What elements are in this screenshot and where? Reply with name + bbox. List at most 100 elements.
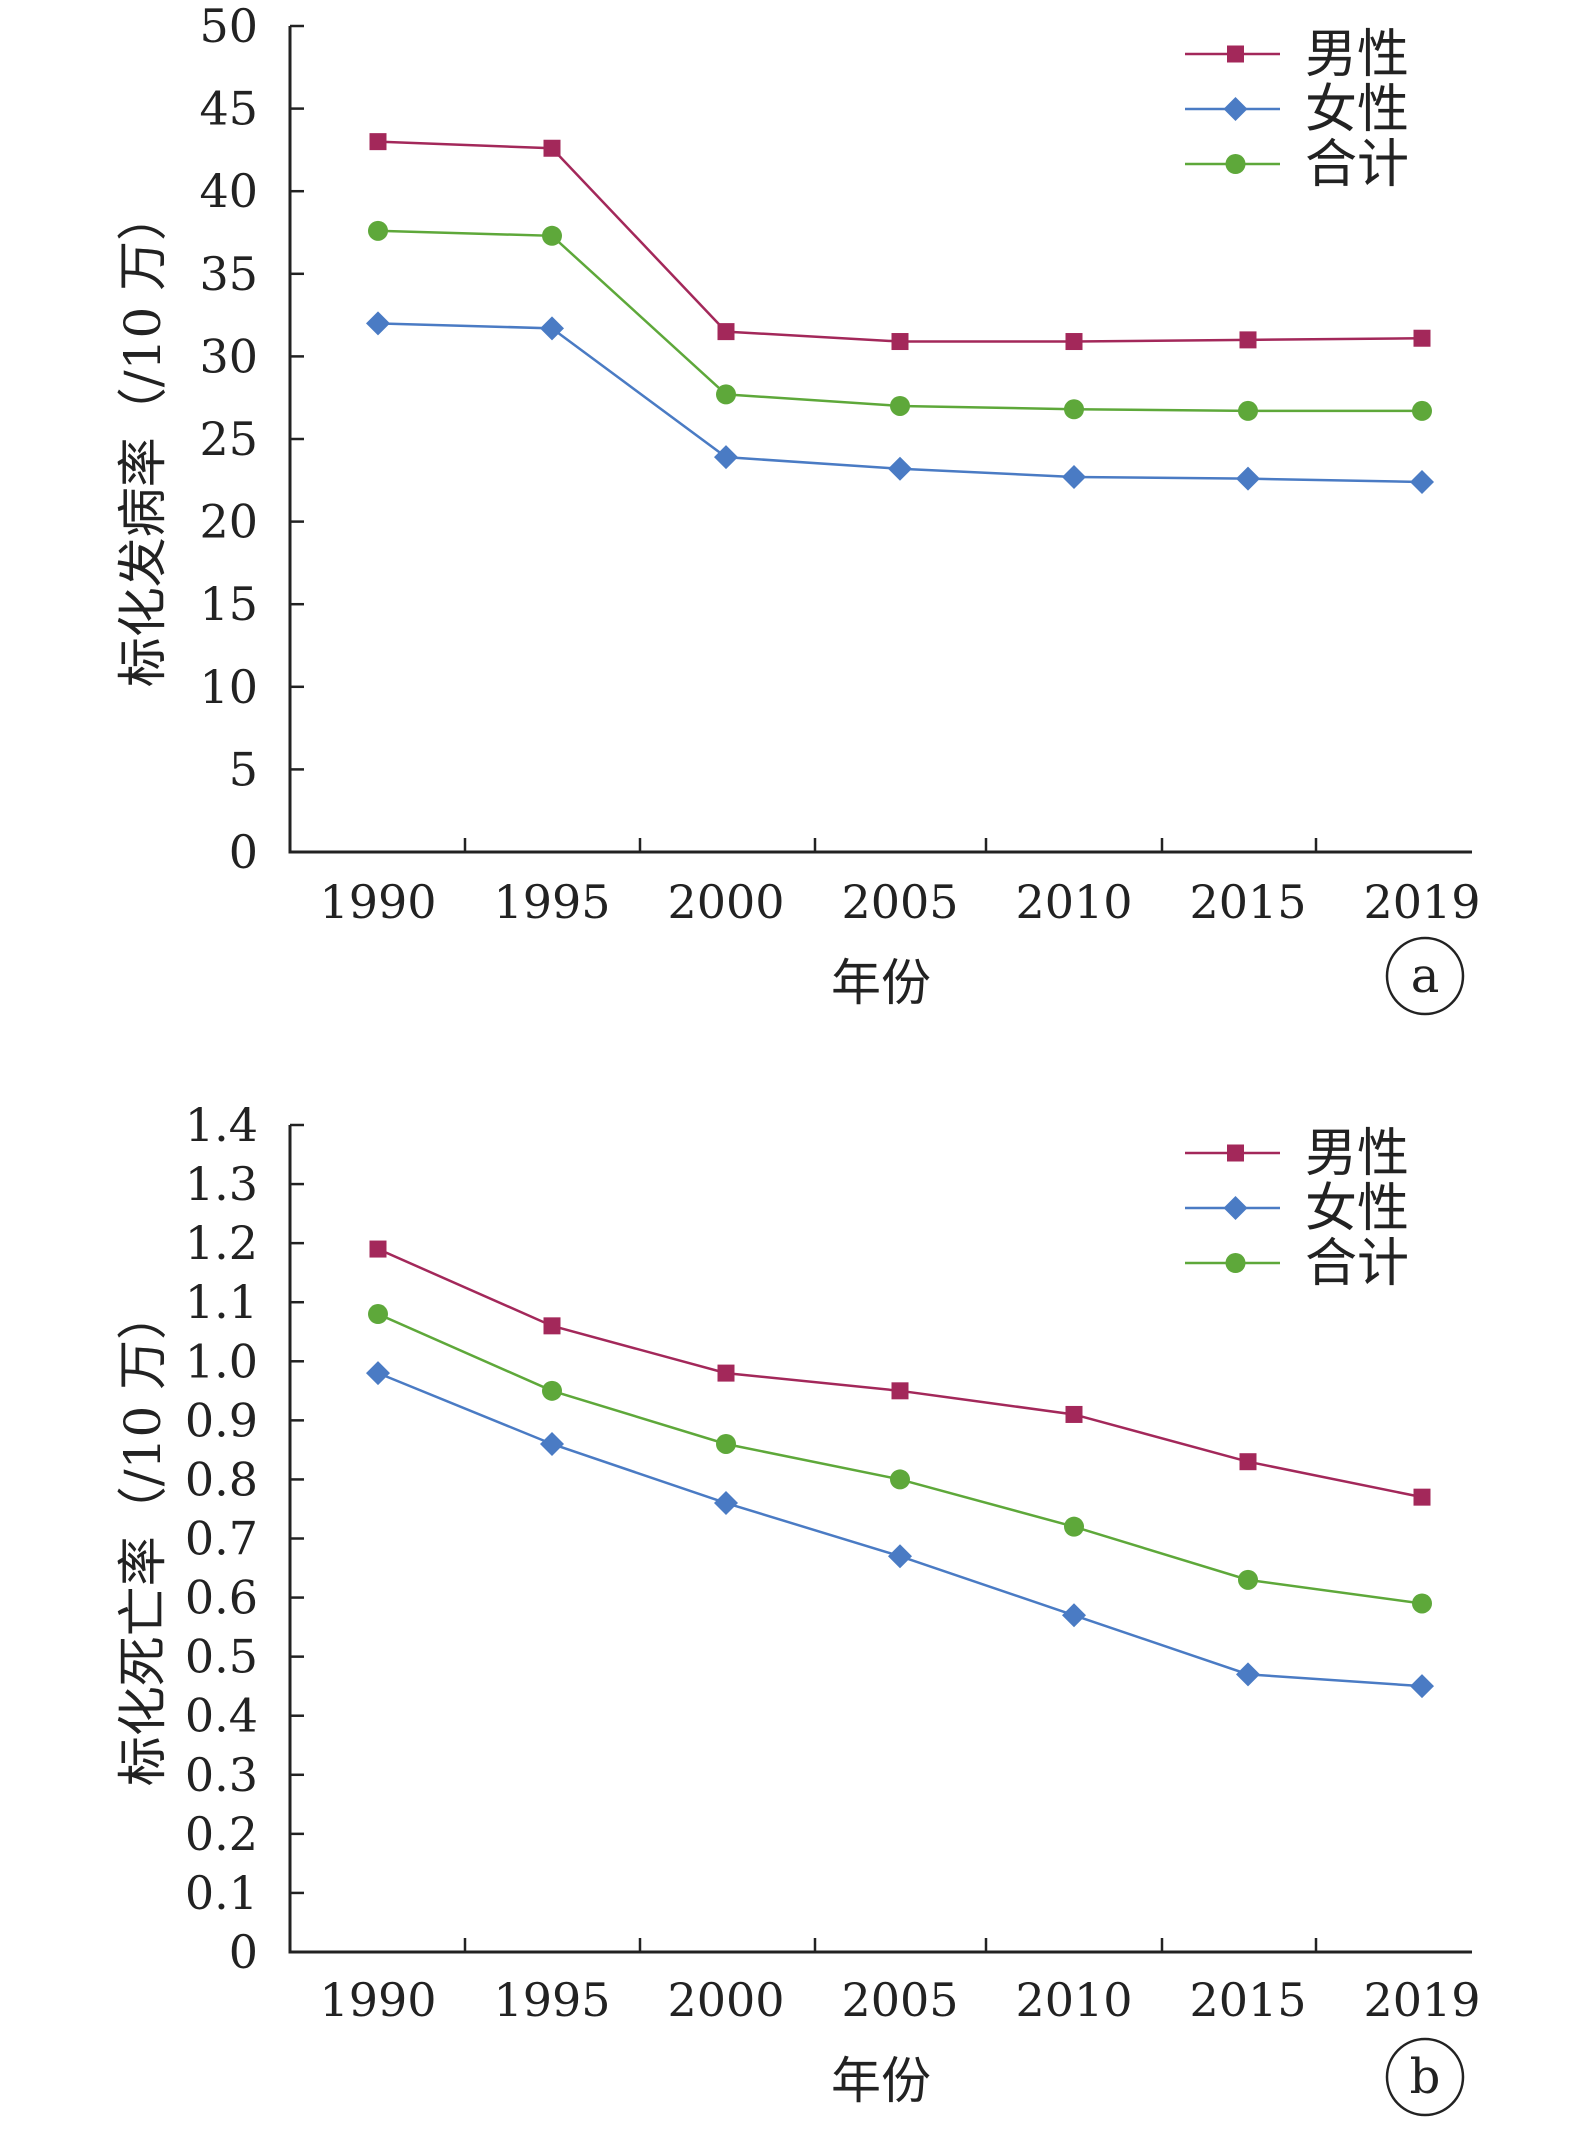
y-tick-label: 15 <box>199 577 258 631</box>
data-point-male <box>717 323 735 341</box>
series-total <box>368 1304 1432 1614</box>
data-point-male <box>1065 1405 1083 1423</box>
panel-badge <box>1385 936 1465 1016</box>
data-point-male <box>717 1364 735 1382</box>
data-point-female <box>1410 469 1434 494</box>
panel-badge-label: a <box>1411 948 1440 1004</box>
series-line-male <box>377 1247 1423 1499</box>
data-point-male <box>1065 333 1083 351</box>
x-tick-label: 1995 <box>493 875 610 929</box>
series-female <box>366 311 1434 494</box>
y-tick-label: 1.0 <box>185 1334 258 1388</box>
data-point-male <box>369 1240 387 1258</box>
x-tick-label: 2019 <box>1363 875 1480 929</box>
x-tick-label: 1990 <box>319 1973 436 2027</box>
chart-panel-a: 0 5 10 15 20 25 30 35 40 45 50 1990 1995 2000 2005 2010… <box>114 0 1481 1016</box>
legend-marker-total <box>1225 154 1246 174</box>
data-point-male <box>369 133 387 151</box>
x-tick-label: 2000 <box>667 875 784 929</box>
y-tick-label: 1.4 <box>185 1098 258 1152</box>
y-tick-label: 0 <box>229 1925 258 1979</box>
y-tick-label: 0.3 <box>185 1748 258 1802</box>
y-tick-label: 0 <box>229 825 258 879</box>
series-total <box>368 220 1432 421</box>
legend-marker-total <box>1225 1253 1246 1273</box>
data-point-female <box>714 445 738 470</box>
x-tick-label: 1990 <box>319 875 436 929</box>
y-tick-label: 1.3 <box>185 1157 258 1211</box>
data-point-male <box>1413 1488 1431 1506</box>
series-male <box>369 133 1431 351</box>
x-tick-label: 2005 <box>841 1973 958 2027</box>
data-point-male <box>543 139 561 157</box>
data-point-female <box>1236 466 1260 491</box>
data-point-female <box>1236 1662 1260 1687</box>
y-tick-label: 0.7 <box>185 1512 258 1566</box>
data-point-total <box>1238 1569 1258 1590</box>
x-tick-label: 2010 <box>1015 1973 1132 2027</box>
data-point-total <box>890 395 910 416</box>
y-tick-label: 50 <box>199 0 258 53</box>
series-female <box>366 1361 1434 1699</box>
legend-label-female: 女性 <box>1305 80 1409 140</box>
y-tick-label: 30 <box>199 329 258 383</box>
x-tick-label: 2005 <box>841 875 958 929</box>
data-point-total <box>716 1433 736 1454</box>
legend-label-total: 合计 <box>1305 1234 1409 1294</box>
legend-marker-male <box>1227 45 1244 63</box>
y-tick-label: 5 <box>229 742 258 796</box>
series-line-female <box>377 1371 1423 1688</box>
data-point-female <box>888 456 912 481</box>
y-axis-title: 标化死亡率（/10 万） <box>114 1290 172 1786</box>
data-point-female <box>1062 464 1086 489</box>
legend-marker-female <box>1223 97 1248 121</box>
data-point-male <box>543 1317 561 1335</box>
x-axis-title: 年份 <box>831 954 931 1012</box>
y-axis-title: 标化发病率（/10 万） <box>114 191 172 687</box>
y-tick-label: 25 <box>199 412 258 466</box>
y-tick-label: 0.5 <box>185 1630 258 1684</box>
series-line-male <box>377 140 1423 343</box>
y-tick-label: 0.1 <box>185 1866 258 1920</box>
y-tick-label: 1.2 <box>185 1216 258 1270</box>
legend-marker-female <box>1223 1196 1248 1220</box>
data-point-female <box>1410 1674 1434 1699</box>
y-tick-label: 40 <box>199 164 258 218</box>
data-point-male <box>891 333 909 351</box>
data-point-total <box>368 220 388 241</box>
series-male <box>369 1240 1431 1506</box>
x-tick-label: 2010 <box>1015 875 1132 929</box>
data-point-female <box>540 1431 564 1456</box>
x-axis-title: 年份 <box>831 2052 931 2110</box>
data-point-male <box>1239 1453 1257 1471</box>
data-point-total <box>1238 400 1258 421</box>
legend-label-male: 男性 <box>1305 1124 1409 1184</box>
series-line-total <box>377 229 1422 413</box>
data-point-female <box>366 1361 390 1386</box>
panel-badge-label: b <box>1410 2049 1441 2105</box>
data-point-total <box>716 384 736 405</box>
data-point-female <box>366 311 390 336</box>
data-point-total <box>542 225 562 246</box>
legend-marker-male <box>1227 1144 1244 1162</box>
x-tick-label: 2019 <box>1363 1973 1480 2027</box>
y-tick-label: 10 <box>199 660 258 714</box>
x-tick-label: 1995 <box>493 1973 610 2027</box>
data-point-total <box>1412 1593 1432 1614</box>
data-point-male <box>1413 329 1431 347</box>
legend-label-female: 女性 <box>1305 1179 1409 1239</box>
chart-panel-b: 00.10.20.30.40.50.60.7 0.80.91.01.11.21.3… <box>114 1098 1481 2117</box>
data-point-female <box>888 1544 912 1569</box>
y-tick-label: 0.2 <box>185 1807 258 1861</box>
legend-label-total: 合计 <box>1305 135 1409 195</box>
data-point-male <box>891 1382 909 1400</box>
data-point-total <box>1412 400 1432 421</box>
data-point-total <box>542 1380 562 1401</box>
panel-badge <box>1385 2037 1465 2117</box>
y-tick-label: 20 <box>199 495 258 549</box>
data-point-male <box>1239 331 1257 349</box>
y-tick-label: 35 <box>199 247 258 301</box>
